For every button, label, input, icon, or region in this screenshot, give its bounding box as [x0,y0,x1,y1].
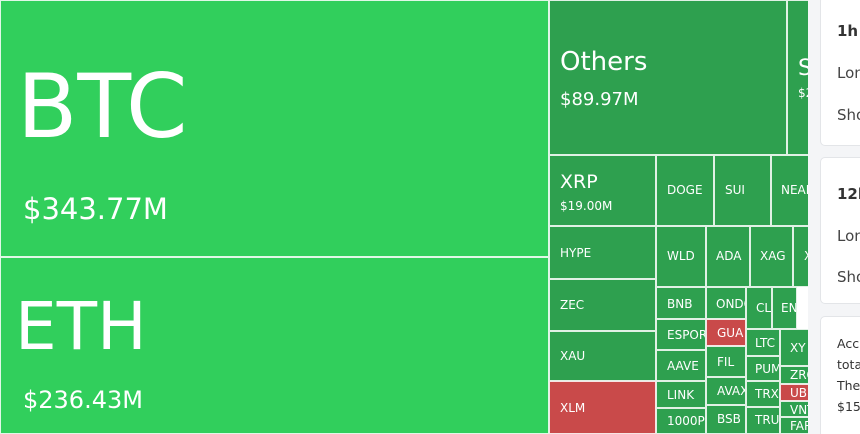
tile-near[interactable]: NEAR [771,155,808,226]
tile-sol[interactable]: S $2 [787,0,808,155]
tile-far[interactable]: FAR [780,417,808,434]
tile-symbol: TRU [755,413,780,427]
tile-symbol: NEAR [781,183,808,197]
tile-doge[interactable]: DOGE [656,155,714,226]
tile-symbol: XAG [760,249,786,263]
tile-symbol: DOGE [667,183,703,197]
summary-line: Acc [837,336,860,351]
tile-vnt[interactable]: VNT [780,401,808,417]
tile-symbol: S [798,58,808,80]
tile-fil[interactable]: FIL [706,346,746,377]
tile-cl[interactable]: CL [746,287,772,329]
tile-eth[interactable]: ETH $236.43M [0,257,549,434]
tile-symbol: ONDO [716,297,745,311]
tile-1000pe[interactable]: 1000PE [656,408,706,434]
tile-xlm[interactable]: XLM [549,381,656,434]
tile-others[interactable]: Others $89.97M [549,0,787,155]
long-label: Lon [837,64,860,82]
tile-link[interactable]: LINK [656,381,706,408]
tile-zro[interactable]: ZRO [780,366,808,384]
tile-value: $89.97M [560,89,639,110]
tile-pum[interactable]: PUM [746,356,780,381]
tile-bsb[interactable]: BSB [706,405,746,434]
summary-line: tota [837,357,860,372]
tile-symbol: SUI [725,183,745,197]
tile-symbol: XLM [560,401,586,415]
card-title: 1h [837,22,859,40]
tile-trx[interactable]: TRX [746,381,780,407]
tile-symbol: EN [781,301,797,315]
tile-symbol: CL [756,301,772,315]
tile-gua[interactable]: GUA [706,319,746,346]
tile-symbol: Others [560,47,648,77]
tile-symbol: BNB [667,297,693,311]
tile-symbol: ETH [15,288,147,365]
tile-xy[interactable]: XY [780,329,808,366]
card-title: 12h [837,185,860,203]
tile-sui[interactable]: SUI [714,155,771,226]
tile-xau[interactable]: XAU [549,331,656,381]
liquidation-sidebar: 1h Lon Sho 12h Lon Sho Acc tota The $15 [808,0,860,434]
tile-ada[interactable]: ADA [706,226,750,287]
tile-symbol: FIL [717,355,735,369]
tile-symbol: BSB [717,412,741,426]
tile-symbol: XRP [560,171,598,193]
tile-symbol: HYPE [560,246,592,260]
tile-value: $2 [798,86,808,100]
tile-symbol: GUA [717,326,744,340]
tile-symbol: XY [790,341,806,355]
tile-symbol: X [804,250,808,262]
long-label: Lon [837,227,860,245]
tile-symbol: XAU [560,349,586,363]
card-summary: Acc tota The $15 [820,316,860,434]
tile-bnb[interactable]: BNB [656,287,706,319]
tile-symbol: BTC [17,55,188,158]
tile-symbol: VNT [790,403,808,417]
short-label: Sho [837,106,860,124]
summary-line: The [837,378,860,393]
tile-value: $19.00M [560,199,613,213]
short-label: Sho [837,268,860,286]
tile-symbol: ZEC [560,298,585,312]
tile-symbol: 1000PE [667,414,705,428]
tile-symbol: PUM [755,362,780,376]
tile-xag[interactable]: XAG [750,226,793,287]
card-1h: 1h Lon Sho [820,0,860,146]
tile-symbol: TRX [755,387,779,401]
tile-wld[interactable]: WLD [656,226,706,287]
tile-symbol: AAVE [667,359,699,373]
tile-symbol: AVAX [717,384,746,398]
tile-x-partial[interactable]: X [793,226,808,287]
tile-value: $343.77M [23,192,168,226]
tile-zec[interactable]: ZEC [549,279,656,331]
tile-avax[interactable]: AVAX [706,377,746,405]
tile-symbol: ADA [716,249,742,263]
tile-tru[interactable]: TRU [746,407,780,434]
tile-symbol: LTC [755,336,776,350]
tile-btc[interactable]: BTC $343.77M [0,0,549,257]
tile-symbol: UB [790,386,808,400]
tile-symbol: FAR [790,419,808,433]
tile-symbol: WLD [667,249,695,263]
tile-ub[interactable]: UB [780,384,808,401]
tile-xrp[interactable]: XRP $19.00M [549,155,656,226]
summary-line: $15 [837,399,860,414]
tile-symbol: ESPOR [667,328,706,342]
tile-symbol: LINK [667,388,695,402]
tile-en[interactable]: EN [772,287,797,329]
tile-hype[interactable]: HYPE [549,226,656,279]
tile-ltc[interactable]: LTC [746,329,780,356]
tile-symbol: ZRO [790,368,808,382]
tile-value: $236.43M [23,386,143,414]
liquidation-heatmap: BTC $343.77M ETH $236.43M Others $89.97M… [0,0,808,434]
tile-aave[interactable]: AAVE [656,350,706,381]
tile-espor[interactable]: ESPOR [656,319,706,350]
tile-ondo[interactable]: ONDO [706,287,746,319]
card-12h: 12h Lon Sho [820,157,860,304]
